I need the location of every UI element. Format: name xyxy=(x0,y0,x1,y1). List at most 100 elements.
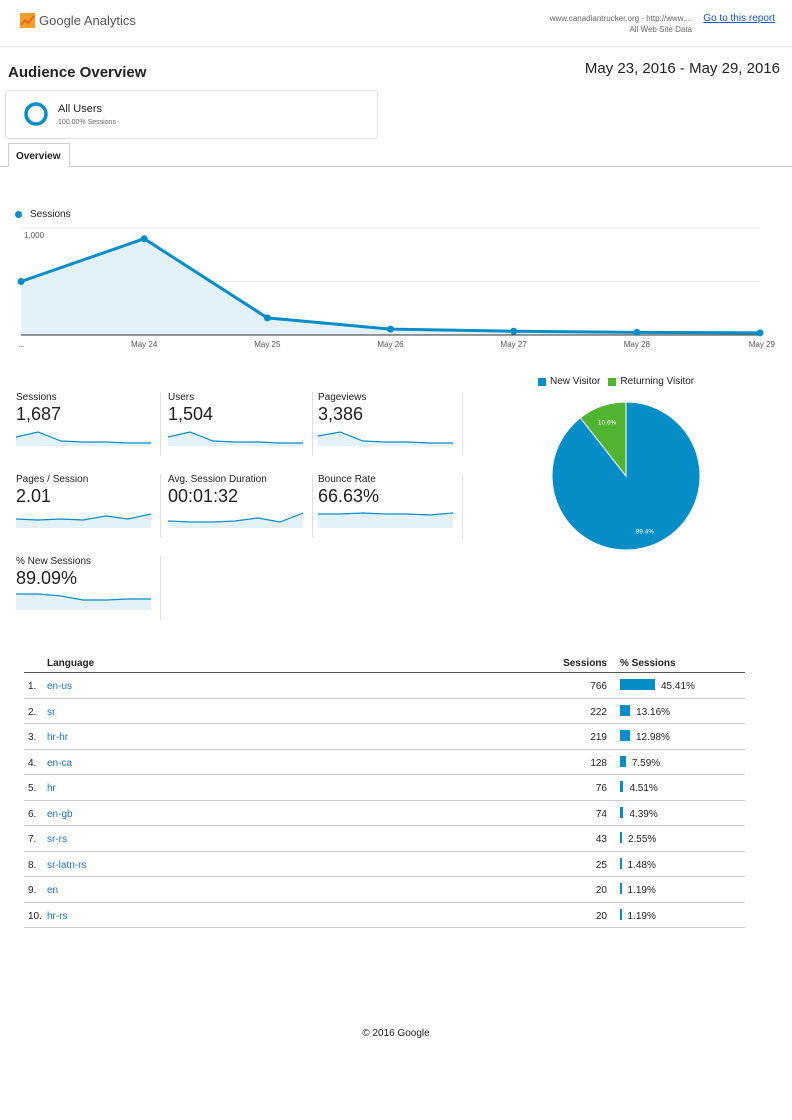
metric-pages-per-session: Pages / Session 2.01 xyxy=(16,474,161,538)
table-row: 3. hr-hr 219 12.98% xyxy=(24,724,745,750)
row-share-bar xyxy=(620,704,631,716)
table-header: Language Sessions % Sessions xyxy=(24,657,745,673)
row-sessions: 219 xyxy=(590,732,607,743)
metric-label: Avg. Session Duration xyxy=(168,474,267,485)
language-link[interactable]: hr xyxy=(47,783,56,794)
metric-value: 3,386 xyxy=(318,404,364,424)
row-share-bar xyxy=(620,679,655,690)
row-sessions: 20 xyxy=(595,885,607,896)
metric-avg-session-duration: Avg. Session Duration 00:01:32 xyxy=(168,474,313,538)
metric-label: Sessions xyxy=(16,392,57,403)
table-row: 7. sr-rs 43 2.55% xyxy=(24,826,745,852)
row-share-bar xyxy=(620,806,624,818)
row-share-bar xyxy=(620,755,626,767)
metric-sparkline xyxy=(16,513,151,528)
metric-value: 1,504 xyxy=(168,404,214,424)
metric-value: 89.09% xyxy=(16,568,78,588)
pie-slice[interactable] xyxy=(579,401,627,478)
metric-label: % New Sessions xyxy=(16,556,92,567)
page-title: Audience Overview xyxy=(8,64,147,81)
language-link[interactable]: sr-latn-rs xyxy=(47,859,87,871)
row-index: 9. xyxy=(28,885,37,896)
footer-copyright: © 2016 Google xyxy=(362,1028,430,1039)
language-link[interactable]: sr-rs xyxy=(47,834,67,845)
segment-card[interactable]: All Users 100.00% Sessions xyxy=(5,90,378,139)
site-view: All Web Site Data xyxy=(629,25,692,34)
tab-overview[interactable]: Overview xyxy=(8,143,70,167)
segment-name: All Users xyxy=(58,103,103,115)
row-share-bar xyxy=(620,781,624,792)
metric-sparkline xyxy=(168,512,303,528)
language-link[interactable]: hr-hr xyxy=(47,732,69,743)
metric-sparkline xyxy=(318,431,453,446)
date-range[interactable]: May 23, 2016 - May 29, 2016 xyxy=(584,60,780,77)
app-name: Google Analytics xyxy=(39,13,136,28)
row-pct-sessions: 2.55% xyxy=(627,834,657,845)
table-row: 6. en-gb 74 4.39% xyxy=(24,801,745,826)
header-pct-sessions: % Sessions xyxy=(620,658,676,669)
segment-donut-icon xyxy=(24,102,48,126)
row-pct-sessions: 13.16% xyxy=(636,706,671,718)
language-link[interactable]: sr xyxy=(47,706,56,718)
go-to-report-link[interactable]: Go to this report xyxy=(703,13,775,24)
metric-sparkline xyxy=(16,593,151,610)
row-sessions: 766 xyxy=(590,681,607,692)
header-sessions: Sessions xyxy=(563,658,607,669)
language-link[interactable]: en xyxy=(47,885,59,896)
row-index: 7. xyxy=(28,834,37,845)
row-sessions: 25 xyxy=(595,859,607,871)
row-pct-sessions: 1.19% xyxy=(627,910,656,922)
x-tick-label: May 26 xyxy=(377,340,404,349)
row-share-bar xyxy=(620,832,622,843)
pie-legend-new: New Visitor xyxy=(538,376,600,387)
ga-logo: Google Analytics xyxy=(20,13,136,28)
row-share-bar xyxy=(620,730,630,741)
language-link[interactable]: en-us xyxy=(47,681,73,692)
language-link[interactable]: en-ca xyxy=(47,757,73,769)
sessions-point[interactable] xyxy=(263,314,271,322)
sessions-point[interactable] xyxy=(140,235,148,243)
row-pct-sessions: 4.39% xyxy=(629,808,658,820)
pie-slice-label: 10.6% xyxy=(598,419,617,426)
language-link[interactable]: hr-rs xyxy=(47,910,68,922)
sessions-area xyxy=(21,238,760,335)
table-body: 1. en-us 766 45.41% 2. sr 222 13.16% 3. hr-hr 219 1… xyxy=(24,673,745,928)
row-index: 8. xyxy=(28,859,37,871)
row-index: 10. xyxy=(28,910,42,922)
row-index: 3. xyxy=(28,732,37,743)
row-pct-sessions: 1.48% xyxy=(627,859,656,871)
table-row: 5. hr 76 4.51% xyxy=(24,775,745,801)
metric-value: 1,687 xyxy=(16,404,62,424)
sessions-legend-label: Sessions xyxy=(30,209,71,220)
sessions-point[interactable] xyxy=(387,325,394,333)
table-row: 9. en 20 1.19% xyxy=(24,877,745,903)
metric-sparkline xyxy=(318,512,453,528)
pie-legend-returning-swatch xyxy=(608,377,617,386)
metric-sparkline xyxy=(168,431,303,446)
x-tick-label: May 28 xyxy=(624,340,651,349)
sessions-point[interactable] xyxy=(633,328,641,336)
sessions-point[interactable] xyxy=(756,329,764,337)
row-pct-sessions: 7.59% xyxy=(631,757,661,769)
table-row: 8. sr-latn-rs 25 1.48% xyxy=(24,852,745,877)
row-index: 4. xyxy=(28,757,37,769)
metric-new-sessions: % New Sessions 89.09% xyxy=(16,556,161,620)
metric-label: Bounce Rate xyxy=(318,474,376,485)
row-sessions: 222 xyxy=(590,706,607,718)
language-link[interactable]: en-gb xyxy=(47,808,73,820)
sessions-point[interactable] xyxy=(510,327,518,335)
sessions-legend: Sessions xyxy=(15,209,71,220)
row-index: 5. xyxy=(28,783,37,794)
x-tick-label: May 25 xyxy=(254,340,281,349)
metric-pageviews: Pageviews 3,386 xyxy=(318,392,463,456)
segment-subtitle: 100.00% Sessions xyxy=(58,119,116,126)
metric-users: Users 1,504 xyxy=(168,392,313,456)
row-sessions: 20 xyxy=(595,910,607,922)
sessions-point[interactable] xyxy=(17,278,25,285)
metric-value: 00:01:32 xyxy=(168,486,239,506)
table-row: 10. hr-rs 20 1.19% xyxy=(24,903,745,928)
pie-legend-returning-label: Returning Visitor xyxy=(620,376,695,387)
row-share-bar xyxy=(620,857,622,869)
table-row: 4. en-ca 128 7.59% xyxy=(24,750,745,775)
